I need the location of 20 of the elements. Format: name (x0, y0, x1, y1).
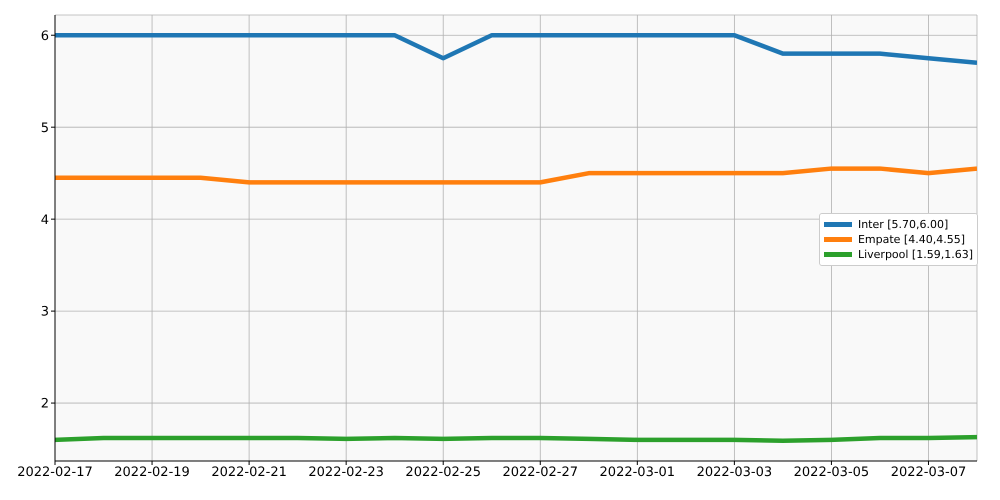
y-tick-label: 5 (40, 120, 49, 136)
x-tick-label: 2022-02-17 (17, 465, 93, 480)
y-tick-label: 4 (40, 212, 49, 228)
legend-label: Liverpool [1.59,1.63] (858, 248, 973, 261)
x-tick-label: 2022-03-01 (600, 465, 676, 480)
x-tick-label: 2022-02-23 (308, 465, 384, 480)
x-tick-label: 2022-02-25 (405, 465, 481, 480)
x-tick-label: 2022-03-03 (696, 465, 772, 480)
x-tick-label: 2022-02-19 (114, 465, 190, 480)
y-tick-label: 6 (40, 28, 49, 44)
x-tick-label: 2022-02-21 (211, 465, 287, 480)
y-tick-label: 2 (40, 396, 49, 412)
line-series (55, 166, 977, 185)
x-tick-label: 2022-03-07 (890, 465, 966, 480)
legend-label: Inter [5.70,6.00] (858, 218, 948, 231)
x-tick-label: 2022-02-27 (502, 465, 578, 480)
x-tick-label: 2022-03-05 (794, 465, 870, 480)
legend-label: Empate [4.40,4.55] (858, 233, 965, 246)
line-series (55, 32, 977, 66)
y-tick-label: 3 (40, 304, 49, 320)
